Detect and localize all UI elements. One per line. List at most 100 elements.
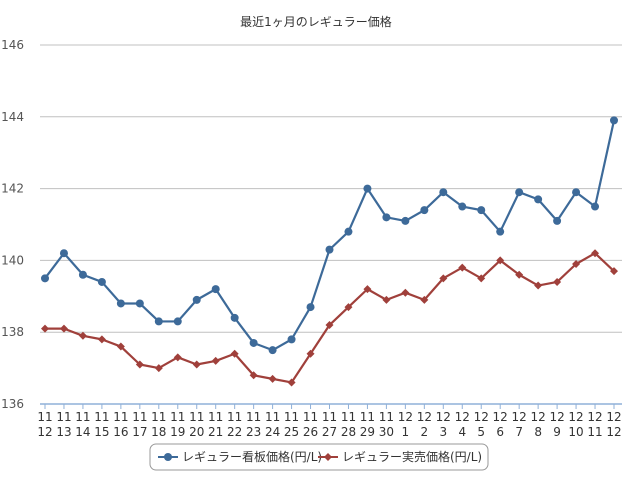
x-tick-label-month: 11 <box>151 410 166 424</box>
data-point <box>382 213 391 222</box>
data-point <box>572 259 581 268</box>
x-tick-label-day: 30 <box>379 425 394 439</box>
x-tick-label-month: 12 <box>436 410 451 424</box>
data-point <box>97 335 106 344</box>
x-tick-label-day: 23 <box>246 425 261 439</box>
data-point <box>458 202 467 211</box>
y-axis: 136 138 140 142 144 146 <box>1 38 24 411</box>
data-point <box>591 249 600 258</box>
x-tick-label-month: 11 <box>208 410 223 424</box>
x-tick-label-month: 11 <box>56 410 71 424</box>
x-tick-label-day: 25 <box>284 425 299 439</box>
y-tick-label: 146 <box>1 38 24 52</box>
data-point <box>116 299 125 308</box>
x-tick-label-day: 17 <box>132 425 147 439</box>
data-point <box>344 303 353 312</box>
data-point <box>515 270 524 279</box>
data-point <box>553 216 562 225</box>
legend-item-signboard-price[interactable]: レギュラー看板価格(円/L) <box>158 449 322 464</box>
data-point <box>268 374 277 383</box>
data-point <box>116 342 125 351</box>
data-point <box>496 256 505 265</box>
x-tick-label-day: 14 <box>75 425 90 439</box>
x-tick-label-month: 12 <box>512 410 527 424</box>
x-tick-label-month: 12 <box>417 410 432 424</box>
x-tick-label-day: 21 <box>208 425 223 439</box>
x-tick-label-month: 12 <box>568 410 583 424</box>
x-tick-label-day: 7 <box>515 425 523 439</box>
data-point <box>192 295 201 304</box>
data-point <box>610 267 618 276</box>
data-point <box>306 303 315 312</box>
data-point <box>458 263 467 272</box>
data-point <box>154 317 163 326</box>
data-point <box>59 324 68 333</box>
x-tick-label-month: 12 <box>549 410 564 424</box>
data-point <box>41 274 49 283</box>
data-point <box>287 378 296 387</box>
data-point <box>591 202 600 211</box>
x-tick-label-day: 13 <box>56 425 71 439</box>
x-tick-label-month: 12 <box>530 410 545 424</box>
data-point <box>401 216 410 225</box>
x-tick-label-month: 11 <box>189 410 204 424</box>
x-tick-label-month: 11 <box>113 410 128 424</box>
data-point <box>401 288 410 297</box>
grid-lines <box>40 44 622 405</box>
legend-item-actual-price[interactable]: レギュラー実売価格(円/L) <box>318 449 482 464</box>
series-signboard-price <box>41 116 618 355</box>
x-tick-label-month: 12 <box>474 410 489 424</box>
data-point <box>572 188 581 197</box>
data-point <box>268 346 277 355</box>
x-tick-label-month: 11 <box>284 410 299 424</box>
chart-title: 最近1ヶ月のレギュラー価格 <box>240 14 392 29</box>
x-tick-label-day: 1 <box>402 425 410 439</box>
data-point <box>249 338 258 347</box>
data-point <box>59 249 68 258</box>
x-tick-label-day: 6 <box>496 425 504 439</box>
series-line <box>45 252 615 384</box>
x-tick-label-day: 19 <box>170 425 185 439</box>
data-point <box>192 360 201 369</box>
y-tick-label: 144 <box>1 110 24 124</box>
x-tick-label-day: 20 <box>189 425 204 439</box>
x-tick-label-month: 11 <box>360 410 375 424</box>
x-tick-label-month: 12 <box>587 410 602 424</box>
y-tick-label: 140 <box>1 253 24 267</box>
x-tick-label-day: 18 <box>151 425 166 439</box>
data-point <box>382 295 391 304</box>
data-point <box>211 285 220 294</box>
x-tick-label-month: 12 <box>606 410 621 424</box>
series-actual-price <box>41 249 618 387</box>
data-point <box>344 227 353 236</box>
data-point <box>287 335 296 344</box>
y-tick-label: 142 <box>1 182 24 196</box>
x-axis: 1112111311141115111611171118111911201121… <box>37 403 622 439</box>
x-tick-label-day: 12 <box>37 425 52 439</box>
x-tick-label-month: 12 <box>493 410 508 424</box>
data-point <box>610 116 618 125</box>
y-tick-label: 138 <box>1 325 24 339</box>
x-tick-label-month: 11 <box>75 410 90 424</box>
data-point <box>477 274 486 283</box>
data-point <box>477 206 486 215</box>
legend[interactable]: レギュラー看板価格(円/L) レギュラー実売価格(円/L) <box>149 443 489 471</box>
x-tick-label-month: 11 <box>170 410 185 424</box>
data-point <box>363 285 372 294</box>
x-tick-label-month: 11 <box>246 410 261 424</box>
data-point <box>230 349 239 358</box>
data-point <box>534 195 543 204</box>
data-point <box>173 353 182 362</box>
x-tick-label-day: 22 <box>227 425 242 439</box>
x-tick-label-day: 8 <box>534 425 542 439</box>
x-tick-label-day: 15 <box>94 425 109 439</box>
x-tick-label-day: 29 <box>360 425 375 439</box>
x-tick-label-month: 12 <box>398 410 413 424</box>
x-tick-label-month: 11 <box>303 410 318 424</box>
x-tick-label-month: 11 <box>379 410 394 424</box>
data-point <box>173 317 182 326</box>
legend-label-signboard: レギュラー看板価格(円/L) <box>182 449 322 464</box>
x-tick-label-month: 11 <box>132 410 147 424</box>
data-point <box>534 281 543 290</box>
